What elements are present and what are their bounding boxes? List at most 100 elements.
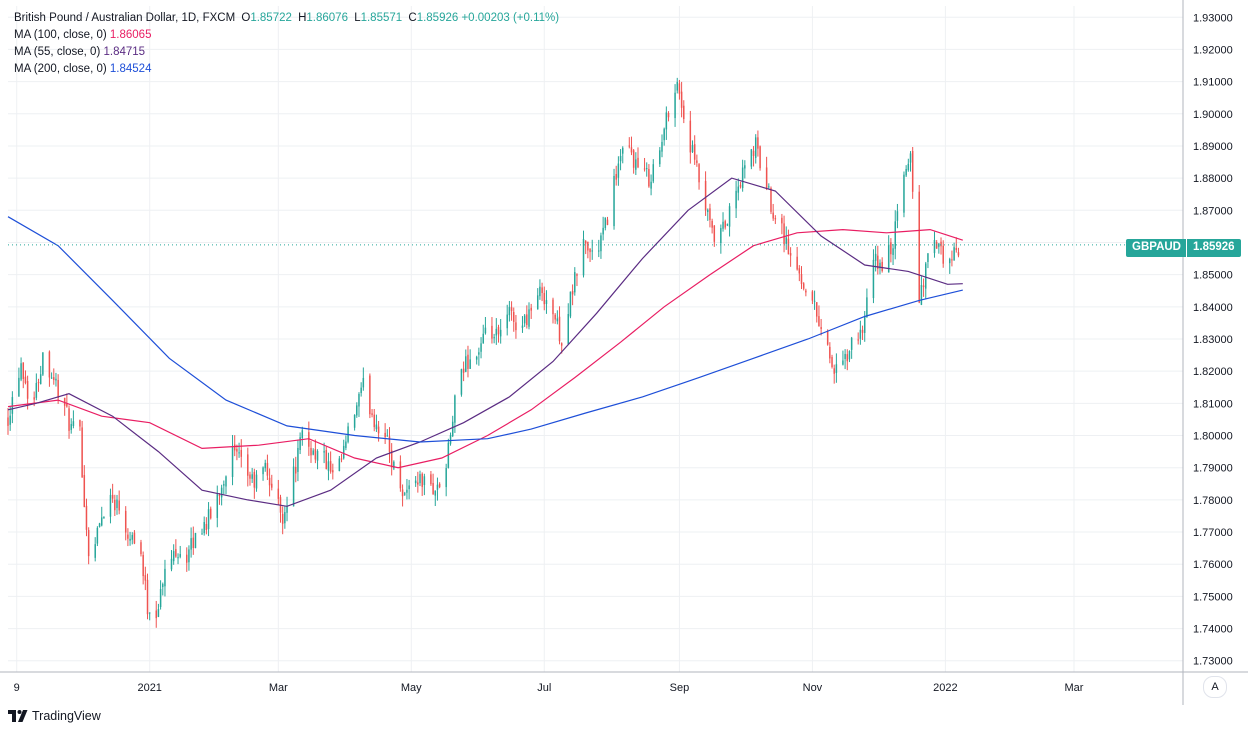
candle-body <box>737 186 740 193</box>
candle-body <box>628 145 631 147</box>
candle <box>401 484 404 507</box>
candle <box>866 288 868 318</box>
candle <box>434 490 437 507</box>
candle <box>266 454 269 481</box>
chart-grid <box>8 6 1183 672</box>
ma55-line <box>7 177 963 507</box>
auto-scale-button[interactable]: A <box>1203 676 1227 698</box>
candle-body <box>467 354 469 369</box>
candle <box>103 516 105 519</box>
candle <box>506 304 508 336</box>
candle <box>70 418 72 434</box>
candle <box>142 551 144 585</box>
candle-body <box>209 508 212 519</box>
candle <box>231 434 234 486</box>
candle <box>175 539 177 558</box>
candle <box>741 159 744 192</box>
candle <box>545 290 548 314</box>
candle-body <box>192 537 195 548</box>
candle <box>462 361 465 382</box>
candle <box>820 318 822 336</box>
candle-body <box>190 538 192 550</box>
candle-body <box>233 444 236 451</box>
candle-body <box>759 146 761 169</box>
x-tick-label: Sep <box>670 682 690 694</box>
candle <box>480 337 482 359</box>
candle-body <box>129 538 131 541</box>
last-price-tag: GBPAUD 1.85926 <box>1126 239 1241 257</box>
candle-body <box>955 248 958 251</box>
candle-body <box>707 209 709 213</box>
candle-body <box>85 505 88 530</box>
candle-body <box>216 494 219 518</box>
candle <box>754 134 757 164</box>
candle <box>805 288 807 297</box>
candle-body <box>205 524 208 530</box>
candle-body <box>523 315 526 324</box>
candle <box>850 336 853 359</box>
candle <box>118 490 120 515</box>
candle-body <box>148 612 151 614</box>
candle <box>589 248 591 263</box>
candle-body <box>781 217 783 224</box>
candle-body <box>316 451 319 461</box>
candle-body <box>96 527 99 544</box>
candle <box>146 573 149 620</box>
candle <box>20 357 22 382</box>
candle <box>663 127 665 146</box>
candle <box>238 442 240 458</box>
candle <box>345 435 347 451</box>
candle <box>510 301 513 321</box>
candle-body <box>323 451 325 453</box>
candle <box>739 181 742 189</box>
candle-body <box>584 240 587 244</box>
candle <box>388 427 391 463</box>
candle-body <box>693 144 696 160</box>
candle-body <box>728 206 731 227</box>
candle <box>521 316 524 333</box>
candle <box>251 467 253 484</box>
candle-body <box>253 471 256 488</box>
candle-body <box>157 609 160 617</box>
candle-body <box>133 532 136 544</box>
candle-body <box>663 128 665 141</box>
candle-body <box>218 495 221 497</box>
candle <box>497 324 500 343</box>
candle-body <box>877 255 879 269</box>
candle <box>295 456 297 483</box>
candle <box>722 212 724 232</box>
candle <box>68 405 70 439</box>
candle <box>83 465 86 508</box>
candle <box>310 440 312 463</box>
candle-body <box>787 238 790 255</box>
candle <box>209 506 212 520</box>
candle <box>833 364 835 384</box>
candle <box>536 288 539 310</box>
candle <box>81 420 83 478</box>
candle <box>11 391 14 424</box>
candle-body <box>940 241 942 247</box>
candle-body <box>680 91 683 108</box>
candle-body <box>683 105 685 120</box>
candle <box>66 393 68 408</box>
tradingview-brand[interactable]: TradingView <box>8 709 101 723</box>
candle <box>404 491 406 496</box>
candle-body <box>826 330 829 345</box>
candle-body <box>79 420 81 427</box>
candle-body <box>295 466 297 474</box>
candle <box>271 474 273 491</box>
candle <box>170 550 173 572</box>
candle-body <box>421 473 423 487</box>
candle-body <box>72 421 75 426</box>
candle <box>587 241 589 259</box>
candle-body <box>9 415 11 425</box>
candle-body <box>691 145 694 153</box>
candle-body <box>11 397 14 414</box>
candle <box>707 208 709 221</box>
candle-body <box>713 225 716 242</box>
candle-body <box>935 242 938 249</box>
candle <box>299 432 301 455</box>
candle <box>645 162 648 177</box>
candle-body <box>637 157 639 168</box>
